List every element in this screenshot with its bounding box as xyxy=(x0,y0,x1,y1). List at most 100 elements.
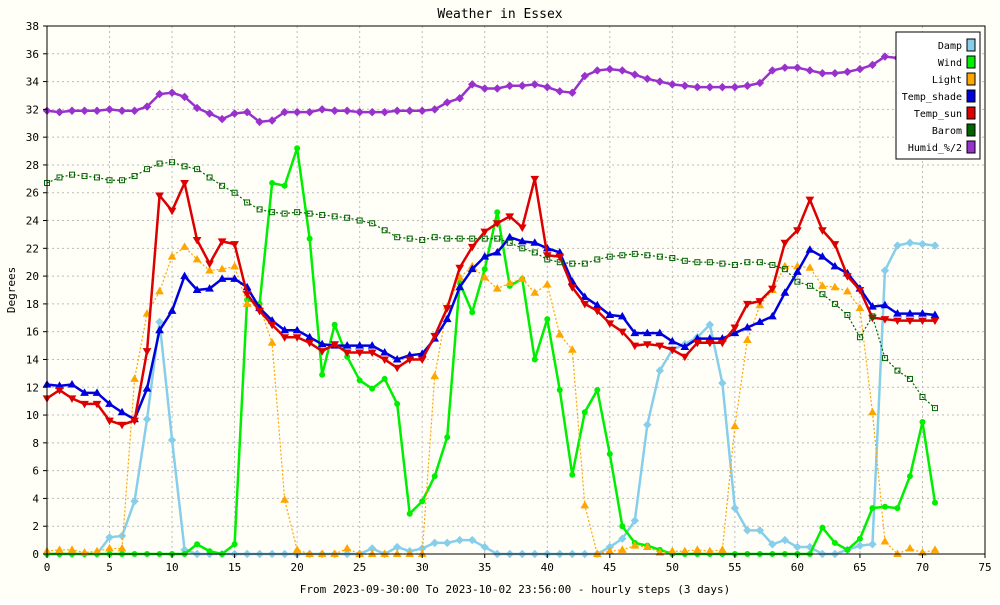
barom-point xyxy=(444,235,451,242)
x-tick-label: 70 xyxy=(916,561,929,574)
temp-shade-point xyxy=(280,325,289,334)
barom-point xyxy=(531,249,538,256)
wind-point xyxy=(531,356,538,363)
temp-sun-point xyxy=(455,264,465,273)
temp-sun-point xyxy=(467,243,477,252)
temp-shade-point xyxy=(805,245,815,253)
humid-2-point xyxy=(80,106,89,115)
temp-sun-point xyxy=(930,317,940,326)
barom-point xyxy=(644,252,651,259)
wind-point xyxy=(356,377,363,384)
light-point xyxy=(805,263,815,271)
barom-point xyxy=(319,211,326,218)
temp-shade-point xyxy=(467,264,477,273)
humid-2-point xyxy=(555,87,564,96)
barom-point xyxy=(769,261,776,268)
y-tick-label: 2 xyxy=(32,520,39,533)
y-axis-label: Degrees xyxy=(5,267,18,313)
light-point xyxy=(430,371,440,380)
temp-sun-point xyxy=(617,328,627,337)
temp-sun-point xyxy=(855,287,865,295)
light-point xyxy=(905,543,915,552)
humid-2-point xyxy=(643,74,652,84)
damp-point xyxy=(455,535,464,545)
humid-2-point xyxy=(367,107,377,117)
temp-sun-point xyxy=(680,353,690,362)
temp-shade-point xyxy=(743,323,752,331)
light-point xyxy=(242,299,252,307)
temp-sun-point xyxy=(217,238,227,246)
temp-sun-point xyxy=(780,239,790,248)
barom-point xyxy=(69,171,76,178)
humid-2-point xyxy=(818,69,827,78)
light-point xyxy=(117,543,127,552)
wind-point xyxy=(319,371,326,378)
humid-2-point xyxy=(743,81,752,90)
barom-point xyxy=(381,227,388,234)
humid-2-point xyxy=(730,82,740,92)
barom-point xyxy=(94,174,101,181)
wind-point xyxy=(619,523,626,530)
temp-sun-point xyxy=(392,364,402,373)
barom-point xyxy=(431,234,438,241)
y-tick-label: 36 xyxy=(26,48,39,61)
light-point xyxy=(267,338,277,346)
legend: Damp Wind Light Temp_shade Temp_sun Barom Humi… xyxy=(895,31,981,160)
humid-2-point xyxy=(518,81,527,90)
temp-sun-point xyxy=(242,291,252,299)
temp-shade-point xyxy=(605,310,615,319)
temp-shade-point xyxy=(580,292,590,300)
temp-shade-point xyxy=(92,388,102,396)
wind-point xyxy=(381,375,388,382)
light-point xyxy=(617,545,627,553)
legend-label: Light xyxy=(932,75,962,86)
temp-sun-point xyxy=(405,356,415,364)
temp-shade-point xyxy=(517,236,527,245)
humid-2-point xyxy=(855,64,865,74)
temp-shade-point xyxy=(305,332,315,341)
humid-2-point xyxy=(267,116,277,125)
barom-point xyxy=(831,300,838,307)
temp-shade-point xyxy=(117,407,127,416)
light-point xyxy=(342,543,352,552)
y-tick-label: 6 xyxy=(32,465,39,478)
temp-shade-point xyxy=(480,252,490,260)
wind-point xyxy=(894,505,901,512)
temp-shade-point xyxy=(868,302,877,310)
temp-shade-point xyxy=(730,328,740,337)
temp-sun-point xyxy=(542,252,552,260)
light-point xyxy=(830,282,840,291)
humid-2-point xyxy=(755,78,765,88)
temp-shade-point xyxy=(793,267,802,275)
wind-point xyxy=(494,209,501,216)
humid-2-point xyxy=(167,88,177,97)
chart-title: Weather in Essex xyxy=(437,7,562,22)
humid-2-point xyxy=(443,98,452,107)
barom-point xyxy=(394,234,401,241)
wind-point xyxy=(906,473,913,480)
temp-shade-point xyxy=(930,310,940,319)
light-point xyxy=(55,545,64,553)
damp-point xyxy=(880,266,890,275)
wind-point xyxy=(431,473,438,480)
temp-shade-point xyxy=(655,328,665,337)
temp-shade-point xyxy=(367,341,377,349)
temp-shade-point xyxy=(893,309,902,317)
humid-2-point xyxy=(130,106,139,115)
wind-point xyxy=(406,510,413,517)
humid-2-point xyxy=(568,88,577,97)
legend-swatch xyxy=(966,38,976,52)
y-tick-label: 20 xyxy=(26,270,39,283)
barom-point xyxy=(656,253,663,260)
temp-shade-point xyxy=(680,342,690,350)
temp-shade-point xyxy=(317,339,327,348)
barom-point xyxy=(694,259,701,266)
barom-point xyxy=(844,312,851,319)
wind-point xyxy=(844,546,851,553)
barom-point xyxy=(906,375,913,382)
x-tick-label: 15 xyxy=(228,561,241,574)
barom-point xyxy=(244,199,251,206)
wind-point xyxy=(569,471,576,478)
barom-point xyxy=(794,278,801,285)
plot-frame xyxy=(46,25,986,555)
